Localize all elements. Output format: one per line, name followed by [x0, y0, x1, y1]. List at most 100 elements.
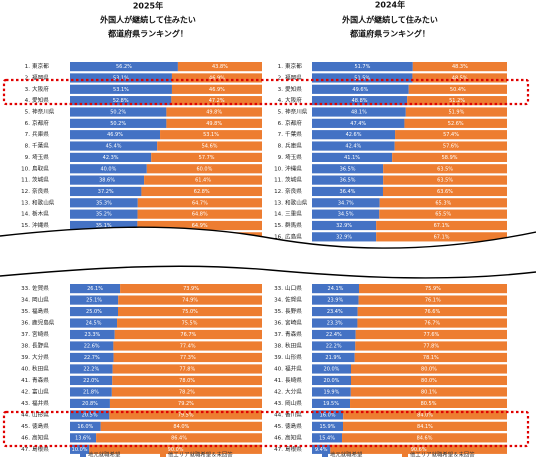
- highlight-box-top: [2, 78, 530, 106]
- value-label-local: 50.2%: [110, 121, 126, 127]
- bar-local: [70, 186, 142, 197]
- value-label-other: 47.2%: [209, 98, 225, 104]
- bar-other: [376, 220, 507, 231]
- value-label-other: 90.0%: [168, 447, 184, 453]
- prefecture-label: 広島県: [285, 232, 302, 240]
- bar-local: [312, 387, 351, 397]
- bar-local: [70, 141, 158, 151]
- bar-other: [357, 318, 507, 328]
- bar-local: [312, 232, 377, 242]
- bar-other: [407, 96, 507, 106]
- prefecture-label: 大分県: [32, 353, 49, 361]
- value-label-local: 16.0%: [320, 412, 336, 418]
- prefecture-label: 東京都: [285, 62, 302, 70]
- rank-label: 43.: [274, 401, 283, 407]
- value-label-local: 34.7%: [338, 200, 354, 206]
- bar-local: [312, 306, 358, 317]
- value-label-local: 22.2%: [83, 366, 99, 372]
- value-label-other: 64.8%: [192, 212, 208, 218]
- value-label-local: 24.1%: [328, 286, 344, 292]
- prefecture-label: 宮崎県: [285, 319, 302, 327]
- bar-other: [113, 352, 262, 363]
- legend-other-label: 他エリア就職希望＆未回答: [410, 451, 475, 459]
- bar-other: [146, 164, 262, 174]
- bar-local: [312, 107, 406, 117]
- prefecture-label: 茨城県: [32, 176, 49, 184]
- bar-other: [357, 306, 507, 317]
- bar-local: [70, 387, 112, 397]
- bar-local: [312, 118, 405, 128]
- legend-other-label: 他エリア就職希望＆未回答: [168, 451, 233, 459]
- value-label-local: 32.9%: [336, 223, 352, 229]
- value-label-local: 45.4%: [106, 144, 122, 150]
- bar-other: [392, 152, 507, 162]
- bar-local: [70, 306, 118, 317]
- bar-other: [412, 62, 507, 72]
- prefecture-label: 埼玉県: [32, 153, 49, 161]
- rank-label: 35.: [21, 309, 30, 315]
- bar-other: [354, 352, 507, 363]
- prefecture-label: 京都府: [32, 119, 49, 127]
- prefecture-label: 大阪府: [285, 96, 302, 104]
- prefecture-label: 福岡県: [32, 73, 49, 81]
- value-label-local: 23.3%: [84, 332, 100, 338]
- bar-local: [312, 398, 351, 408]
- prefecture-label: 茨城県: [285, 176, 302, 184]
- rank-label: 33.: [274, 286, 283, 292]
- bar-local: [312, 96, 408, 106]
- value-label-other: 63.6%: [437, 189, 453, 195]
- rank-label: 7.: [25, 132, 31, 138]
- bar-other: [358, 284, 507, 294]
- value-label-other: 79.5%: [178, 412, 194, 418]
- rank-label: 9.: [25, 155, 31, 161]
- rank-label: 3.: [25, 87, 31, 93]
- bar-local: [70, 62, 178, 72]
- value-label-other: 84.0%: [417, 412, 433, 418]
- value-label-local: 56.2%: [116, 64, 132, 70]
- value-label-local: 22.6%: [84, 344, 100, 350]
- rank-label: 39.: [274, 355, 283, 361]
- value-label-other: 76.6%: [424, 309, 440, 315]
- bar-local: [312, 421, 344, 431]
- value-label-local: 20.8%: [82, 401, 98, 407]
- bar-other: [160, 130, 262, 140]
- value-label-other: 60.0%: [196, 166, 212, 172]
- value-label-other: 76.7%: [424, 321, 440, 327]
- panel-title-line1: 外国人が継続して住みたい: [342, 15, 438, 25]
- value-label-local: 36.5%: [340, 178, 356, 184]
- bar-local: [70, 84, 172, 94]
- bar-local: [312, 209, 380, 219]
- value-label-other: 53.1%: [203, 132, 219, 138]
- bar-other: [117, 318, 262, 328]
- bar-local: [70, 364, 113, 374]
- prefecture-label: 沖縄県: [32, 221, 49, 229]
- bar-local: [70, 398, 110, 408]
- prefecture-label: 奈良県: [32, 187, 49, 195]
- value-label-local: 48.8%: [352, 98, 368, 104]
- value-label-other: 74.9%: [182, 298, 198, 304]
- bar-local: [70, 318, 118, 328]
- value-label-local: 37.2%: [98, 189, 114, 195]
- bar-local: [70, 220, 138, 231]
- rank-label: 34.: [274, 298, 283, 304]
- value-label-local: 42.3%: [103, 155, 119, 161]
- bar-other: [383, 164, 507, 174]
- value-label-other: 57.6%: [443, 144, 459, 150]
- prefecture-label: 香川県: [285, 410, 302, 418]
- prefecture-label: 佐賀県: [32, 284, 49, 292]
- bar-local: [312, 164, 384, 174]
- value-label-other: 80.0%: [421, 378, 437, 384]
- value-label-other: 48.5%: [452, 75, 468, 81]
- bar-other: [118, 306, 262, 317]
- value-label-local: 24.5%: [86, 321, 102, 327]
- value-label-other: 84.0%: [173, 424, 189, 430]
- bar-other: [96, 433, 262, 443]
- value-label-local: 42.6%: [346, 132, 362, 138]
- bar-local: [312, 352, 355, 363]
- rank-label: 10.: [274, 166, 283, 172]
- value-label-other: 49.8%: [206, 110, 222, 116]
- rank-label: 45.: [274, 424, 283, 430]
- value-label-local: 48.1%: [351, 110, 367, 116]
- rank-label: 33.: [21, 286, 30, 292]
- bar-local: [312, 198, 380, 208]
